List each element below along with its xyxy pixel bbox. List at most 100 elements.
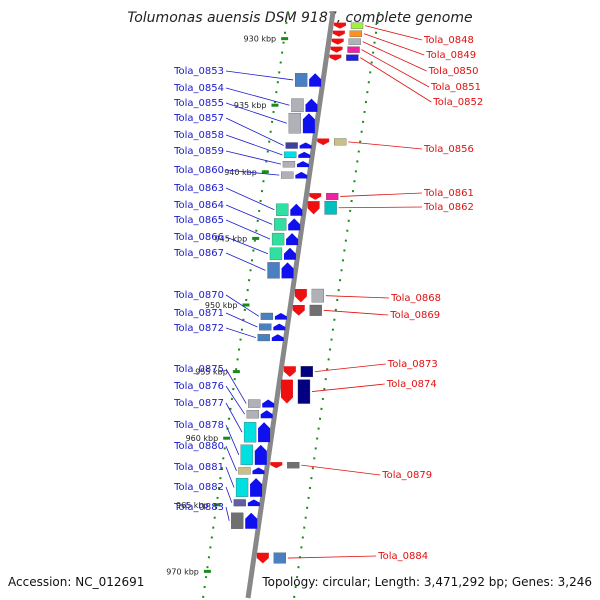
gene-feature [291,98,318,113]
map-rings [202,11,380,599]
gene-callout-line [301,464,381,476]
gene-box [349,30,363,37]
gene-box [246,410,259,419]
gene-feature [270,462,300,469]
gene-label: Tola_0863 [173,183,224,194]
gene-feature [283,366,314,378]
gene-callout-line [225,294,260,317]
gene-box [300,366,314,378]
gene-box [291,98,304,113]
gene-box [311,288,325,303]
gene-arrow [271,334,284,341]
gene-arrow [334,22,347,29]
gene-callout-line [340,192,423,197]
gene-label: Tola_0852 [432,97,483,108]
gene-box [238,467,251,475]
gene-feature [257,334,284,342]
gene-arrow [305,98,318,112]
gene-callout-line [311,383,385,392]
gene-callout-line [225,402,243,433]
gene-callout-line [225,169,280,176]
gene-feature [280,379,311,404]
gene-arrow [258,422,271,443]
gene-label: Tola_0877 [173,398,224,409]
gene-label: Tola_0872 [173,323,224,334]
gene-label: Tola_0870 [173,290,224,301]
gene-feature [307,200,337,215]
gene-arrow [281,262,294,279]
gene-label: Tola_0859 [173,146,224,157]
gene-callout-line [225,385,246,415]
gene-box [348,38,361,45]
gene-callout-line [225,219,271,240]
gene-box [284,151,297,158]
gene-feature [334,22,364,29]
gene-box [248,399,261,408]
gene-feature [238,467,265,475]
gene-box [297,379,311,404]
gene-callout-line [225,312,258,328]
gene-callout-line [348,141,423,150]
gene-feature [233,499,260,507]
gene-box [231,512,244,529]
kbp-tick-label: 960 kbp [186,434,219,443]
gene-feature [243,422,271,443]
gene-arrow [298,151,311,158]
gene-box [267,262,280,279]
genome-backbone [245,11,336,599]
gene-arrow [273,323,286,331]
gene-callout-line [225,102,288,124]
gene-label: Tola_0865 [173,215,224,226]
gene-box [288,113,302,134]
gene-callout-line [225,445,237,471]
gene-arrow [330,46,343,53]
kbp-tick-label: 935 kbp [234,101,267,110]
gene-arrow [332,30,345,37]
gene-callout-line [225,134,283,156]
gene-arrow [270,462,283,469]
gene-feature [330,46,360,53]
accession-label: Accession: NC_012691 [8,575,144,589]
gene-feature [271,232,299,246]
gene-feature [285,142,312,149]
gene-callout-line [225,70,294,81]
gene-box [334,138,347,146]
gene-callout-line [225,236,269,255]
gene-label: Tola_0849 [425,50,476,61]
gene-feature [274,218,301,231]
gene-callout-line [325,295,390,299]
gene-box [346,54,359,61]
gene-callout-line [360,57,432,103]
gene-feature [295,73,322,87]
gene-feature [269,247,296,260]
gene-box [276,203,289,216]
gene-box [274,218,287,231]
gene-feature [231,512,258,529]
gene-arrow [262,399,275,408]
gene-feature [292,304,322,316]
gene-box [257,334,270,342]
gene-arrow [290,203,303,216]
gene-arrow [250,478,263,497]
gene-callout-line [362,41,427,72]
gene-box [259,323,272,331]
gene-feature [246,410,273,419]
right-dotted-ring [293,11,380,599]
gene-feature [256,552,286,564]
gene-callout-line [225,368,247,404]
gene-label: Tola_0857 [173,113,224,124]
gene-feature [332,30,363,37]
genome-info-label: Topology: circular; Length: 3,471,292 bp… [261,575,592,589]
gene-arrow [302,113,315,134]
gene-label: Tola_0850 [428,66,479,77]
gene-box [295,73,308,87]
gene-box [273,552,286,564]
gene-box [260,312,274,320]
gene-box [281,171,294,179]
gene-feature [240,444,267,465]
gene-arrow [280,379,293,404]
gene-label: Tola_0869 [389,310,440,321]
gene-label: Tola_0862 [423,202,474,213]
gene-callout-line [225,424,240,455]
